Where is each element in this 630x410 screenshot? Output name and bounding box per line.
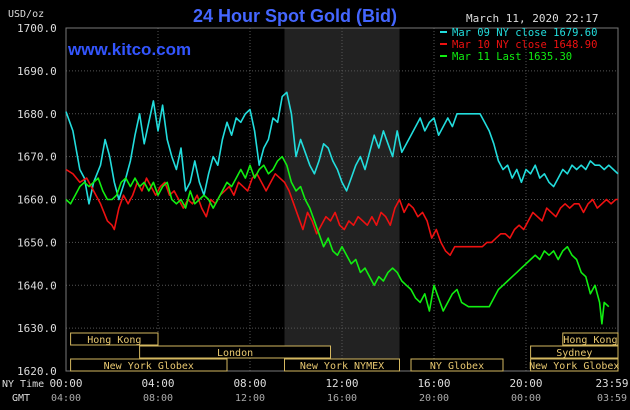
ny-time-tick-label: 08:00: [233, 377, 266, 390]
session-label: New York Globex: [529, 361, 619, 372]
session-box: [70, 332, 159, 346]
session-box: [410, 358, 504, 372]
session-box: [70, 358, 228, 372]
session-box: [562, 332, 619, 346]
session-box: [284, 358, 400, 372]
price-lines: [65, 91, 619, 325]
y-axis: 1700.0 1690.0 1680.0 1670.0 1660.0 1650.0 1640…: [17, 22, 57, 378]
session-label: New York Globex: [104, 361, 194, 372]
ny-time-tick-label: 16:00: [417, 377, 450, 390]
session-label: NY Globex: [430, 361, 484, 372]
y-tick-label: 1680.0: [17, 108, 57, 121]
gmt-tick-label: 16:00: [327, 393, 357, 404]
y-tick-label: 1650.0: [17, 236, 57, 249]
chart-title: 24 Hour Spot Gold (Bid): [193, 6, 397, 26]
session-label: Sydney: [556, 348, 592, 359]
series-line-0: [65, 91, 619, 205]
x-axis: 00:00 04:00 04:00 08:00 08:00 12:00 12:00 16:00…: [49, 377, 628, 404]
y-tick-label: 1670.0: [17, 151, 57, 164]
date-time-label: March 11, 2020 22:17: [466, 12, 598, 25]
ny-time-tick-label: 00:00: [49, 377, 82, 390]
website-label[interactable]: www.kitco.com: [67, 40, 191, 59]
legend-entry: Mar 11 Last 1635.30: [452, 51, 572, 63]
session-label: London: [217, 348, 253, 359]
gmt-tick-label: 08:00: [143, 393, 173, 404]
y-axis-unit-label: USD/oz: [8, 9, 44, 20]
series-line-2: [65, 155, 610, 325]
y-tick-label: 1630.0: [17, 322, 57, 335]
gmt-tick-label: 04:00: [51, 393, 81, 404]
session-box: [530, 345, 619, 359]
ny-time-tick-label: 04:00: [141, 377, 174, 390]
legend-entry: Mar 10 NY close 1648.90: [452, 39, 597, 51]
y-tick-label: 1700.0: [17, 22, 57, 35]
y-tick-label: 1660.0: [17, 194, 57, 207]
gmt-label: GMT: [12, 393, 30, 404]
legend-entry: Mar 09 NY close 1679.60: [452, 27, 597, 39]
y-tick-label: 1620.0: [17, 365, 57, 378]
session-label: Hong Kong: [87, 335, 141, 346]
gmt-tick-label: 12:00: [235, 393, 265, 404]
y-tick-label: 1640.0: [17, 279, 57, 292]
ny-time-tick-label: 20:00: [509, 377, 542, 390]
ny-time-tick-label: 12:00: [325, 377, 358, 390]
y-tick-label: 1690.0: [17, 65, 57, 78]
gmt-tick-label: 00:00: [511, 393, 541, 404]
series-line-1: [65, 168, 618, 256]
gmt-tick-label: 20:00: [419, 393, 449, 404]
session-bars: Hong Kong Hong Kong London Sydney New York G…: [70, 332, 619, 372]
session-box: [139, 345, 331, 359]
gmt-tick-label: 03:59: [597, 393, 627, 404]
session-label: New York NYMEX: [300, 361, 384, 372]
session-box: [530, 358, 619, 372]
session-label: Hong Kong: [563, 335, 617, 346]
ny-time-tick-label: 23:59: [595, 377, 628, 390]
ny-time-label: NY Time: [2, 379, 44, 390]
